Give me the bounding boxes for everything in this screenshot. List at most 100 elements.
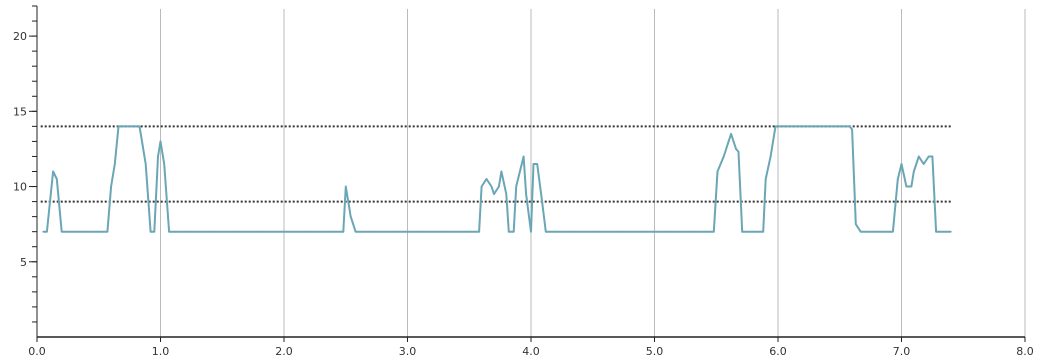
data-point [128, 125, 131, 128]
data-point [876, 230, 878, 233]
data-point [172, 230, 174, 233]
data-point [922, 163, 925, 165]
data-point [184, 230, 186, 233]
data-point [515, 185, 517, 188]
data-point [46, 230, 48, 233]
y-tick-label: 20 [13, 30, 27, 43]
data-point [690, 230, 693, 233]
data-point [530, 230, 532, 233]
data-point [931, 155, 934, 158]
data-point [55, 178, 58, 180]
data-point [490, 185, 493, 188]
data-point [106, 230, 109, 233]
data-point [60, 230, 63, 233]
data-point [332, 230, 335, 233]
x-tick-label: 0.0 [28, 345, 46, 358]
data-point [168, 230, 170, 233]
data-point [913, 170, 915, 173]
data-point [498, 185, 500, 188]
data-point [157, 155, 159, 158]
data-point [138, 125, 141, 128]
data-point [641, 230, 643, 233]
x-tick-label: 2.0 [275, 345, 293, 358]
data-point [848, 125, 851, 128]
data-point [67, 230, 69, 233]
series-layer [42, 125, 952, 233]
data-point [762, 230, 764, 233]
data-point [541, 200, 543, 203]
data-point [741, 230, 743, 233]
data-point [532, 163, 535, 165]
data-point [283, 230, 285, 233]
data-point [525, 193, 527, 195]
data-point [42, 230, 44, 233]
data-point [369, 230, 372, 233]
x-tick-label: 8.0 [1016, 345, 1034, 358]
data-point [814, 125, 816, 128]
data-point [769, 155, 772, 158]
data-point [552, 230, 555, 233]
data-point [505, 193, 508, 195]
data-point [905, 185, 908, 188]
data-point [52, 170, 54, 173]
data-point [233, 230, 236, 233]
data-point [110, 185, 112, 188]
data-point [258, 230, 261, 233]
data-point [779, 125, 782, 128]
data-point [855, 223, 857, 225]
data-point [354, 230, 357, 233]
data-point [419, 230, 421, 233]
x-tick-label: 3.0 [399, 345, 417, 358]
data-point [468, 230, 471, 233]
data-point [859, 230, 862, 233]
data-point [900, 163, 903, 165]
data-point [135, 125, 137, 128]
data-point [149, 230, 152, 233]
x-tick-label: 7.0 [893, 345, 911, 358]
data-point [349, 215, 352, 218]
data-point [443, 230, 446, 233]
series-line-0 [43, 125, 951, 233]
data-point [545, 230, 547, 233]
data-point [851, 128, 853, 131]
data-point [616, 230, 619, 233]
x-tick-label: 5.0 [646, 345, 664, 358]
data-point [730, 133, 732, 135]
data-point [342, 230, 345, 233]
data-point [307, 230, 310, 233]
data-point [735, 148, 737, 150]
data-point [480, 185, 483, 188]
data-point [716, 170, 719, 173]
x-tick-label: 1.0 [152, 345, 170, 358]
data-point [838, 125, 841, 128]
y-tick-label: 10 [13, 181, 27, 194]
data-point [709, 230, 711, 233]
y-tick-label: 15 [13, 105, 27, 118]
grid-lines [160, 9, 1026, 337]
data-point [97, 230, 100, 233]
axes: 5 10 15 20 0.0 1.0 2.0 3.0 4.0 5.0 6.0 7.0 8.0 [13, 5, 1034, 358]
data-point [567, 230, 569, 233]
data-point [712, 230, 715, 233]
data-point [122, 125, 125, 128]
data-point [910, 185, 913, 188]
data-point [507, 230, 510, 233]
data-point [789, 125, 792, 128]
data-point [344, 185, 347, 188]
data-point [114, 163, 116, 165]
y-tick-label: 5 [20, 256, 27, 269]
data-point [764, 178, 767, 180]
data-point [727, 140, 730, 143]
data-point [737, 151, 740, 153]
data-point [478, 230, 480, 233]
data-point [892, 230, 894, 233]
data-point [485, 178, 488, 180]
data-point [937, 230, 940, 233]
x-tick-label: 6.0 [769, 345, 787, 358]
data-point [117, 125, 120, 128]
data-point [896, 178, 899, 180]
data-point [927, 155, 930, 158]
data-point [950, 230, 952, 233]
data-point [493, 193, 495, 195]
